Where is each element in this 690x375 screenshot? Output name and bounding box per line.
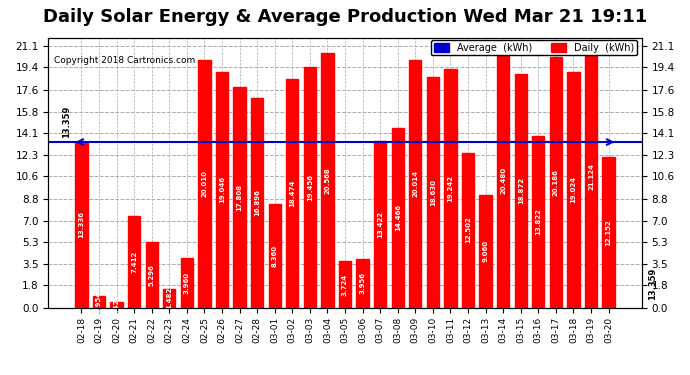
Bar xyxy=(286,79,299,308)
Text: 5.296: 5.296 xyxy=(149,264,155,286)
Bar xyxy=(357,258,368,308)
Text: 3.724: 3.724 xyxy=(342,273,348,296)
Bar xyxy=(128,216,140,308)
Bar xyxy=(163,289,175,308)
Bar xyxy=(497,54,509,307)
Bar xyxy=(181,258,193,308)
Text: 20.186: 20.186 xyxy=(553,169,559,196)
Text: 3.960: 3.960 xyxy=(184,272,190,294)
Bar xyxy=(480,195,492,308)
Text: 19.242: 19.242 xyxy=(447,175,453,202)
Bar xyxy=(374,141,386,308)
Bar xyxy=(268,204,281,308)
Bar xyxy=(233,87,246,308)
Bar xyxy=(251,98,264,308)
Bar xyxy=(75,142,88,308)
Bar xyxy=(567,72,580,308)
Text: Daily Solar Energy & Average Production Wed Mar 21 19:11: Daily Solar Energy & Average Production … xyxy=(43,8,647,26)
Bar xyxy=(602,157,615,308)
Bar xyxy=(339,261,351,308)
Bar xyxy=(409,60,422,308)
Bar xyxy=(585,46,597,308)
Text: 18.474: 18.474 xyxy=(289,179,295,207)
Text: 18.630: 18.630 xyxy=(430,178,436,206)
Text: 0.426: 0.426 xyxy=(114,294,119,316)
Text: 17.808: 17.808 xyxy=(237,184,243,211)
Text: 13.359: 13.359 xyxy=(62,106,71,138)
Bar xyxy=(462,153,474,308)
Text: 9.060: 9.060 xyxy=(482,240,489,262)
Text: 13.422: 13.422 xyxy=(377,211,383,238)
Bar xyxy=(198,60,210,308)
Bar xyxy=(304,66,316,308)
Text: 1.482: 1.482 xyxy=(166,287,172,309)
Bar xyxy=(216,72,228,308)
Text: 16.896: 16.896 xyxy=(254,189,260,216)
Text: 13.359: 13.359 xyxy=(648,268,657,300)
Text: 19.046: 19.046 xyxy=(219,176,225,203)
Text: 14.466: 14.466 xyxy=(395,204,401,231)
Text: 20.014: 20.014 xyxy=(413,170,418,197)
Bar xyxy=(93,296,105,307)
Bar xyxy=(515,74,527,308)
Bar xyxy=(444,69,457,308)
Bar xyxy=(146,242,158,308)
Text: 20.480: 20.480 xyxy=(500,167,506,194)
Bar xyxy=(322,53,333,307)
Text: 3.956: 3.956 xyxy=(359,272,366,294)
Text: 13.822: 13.822 xyxy=(535,209,541,236)
Text: 0.954: 0.954 xyxy=(96,291,102,313)
Bar xyxy=(550,57,562,308)
Text: 20.010: 20.010 xyxy=(201,170,208,197)
Bar xyxy=(426,77,439,308)
Text: 20.568: 20.568 xyxy=(324,167,331,194)
Text: 18.872: 18.872 xyxy=(518,177,524,204)
Text: 7.412: 7.412 xyxy=(131,251,137,273)
Text: 19.456: 19.456 xyxy=(307,174,313,201)
Bar xyxy=(391,128,404,308)
Text: Copyright 2018 Cartronics.com: Copyright 2018 Cartronics.com xyxy=(55,56,195,65)
Text: 13.336: 13.336 xyxy=(79,211,84,238)
Bar xyxy=(110,302,123,307)
Text: 19.024: 19.024 xyxy=(571,176,576,203)
Bar xyxy=(532,136,544,308)
Legend: Average  (kWh), Daily  (kWh): Average (kWh), Daily (kWh) xyxy=(431,40,637,56)
Text: 12.152: 12.152 xyxy=(606,219,611,246)
Text: 21.124: 21.124 xyxy=(588,163,594,190)
Text: 8.360: 8.360 xyxy=(272,244,277,267)
Text: 12.502: 12.502 xyxy=(465,217,471,243)
